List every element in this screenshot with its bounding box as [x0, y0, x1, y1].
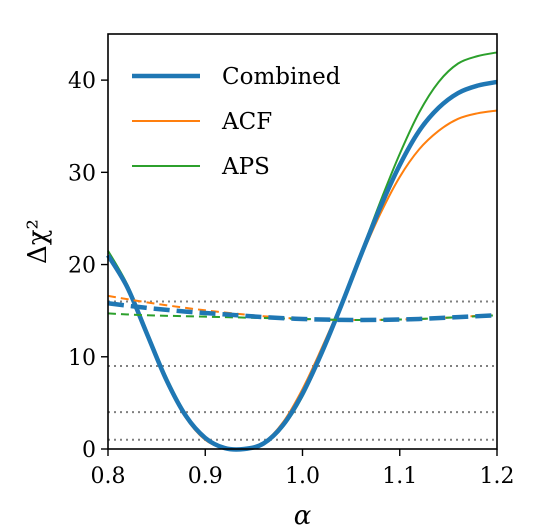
- x-tick-label: 1.1: [382, 464, 417, 489]
- legend: Combined ACF APS: [132, 64, 341, 180]
- y-tick-label: 20: [68, 254, 96, 279]
- y-tick-label: 30: [68, 161, 96, 186]
- x-tick-label: 1.2: [480, 464, 515, 489]
- series-line-dashed-5: [107, 312, 498, 322]
- y-tick-label: 10: [68, 346, 96, 371]
- y-tick-label: 0: [82, 438, 96, 463]
- reference-lines: [108, 300, 497, 441]
- legend-label-acf: ACF: [221, 109, 272, 135]
- y-tick-label: 40: [68, 69, 96, 94]
- x-tick-label: 0.8: [91, 464, 126, 489]
- plot-area: [106, 51, 498, 452]
- series-line-combined: [106, 79, 498, 452]
- x-tick-label: 0.9: [188, 464, 223, 489]
- series-line-acf: [107, 109, 498, 451]
- legend-label-combined: Combined: [222, 64, 341, 90]
- y-axis-ticks: 0 10 20 30 40: [68, 69, 108, 463]
- axes-frame: [107, 33, 498, 450]
- x-axis-ticks: 0.8 0.9 1.0 1.1 1.2: [91, 449, 515, 489]
- legend-label-aps: APS: [221, 154, 270, 180]
- series-line-dashed-3: [107, 301, 498, 323]
- x-axis-label: α: [294, 501, 312, 531]
- y-axis-label: Δχ²: [23, 219, 53, 264]
- x-tick-label: 1.0: [285, 464, 320, 489]
